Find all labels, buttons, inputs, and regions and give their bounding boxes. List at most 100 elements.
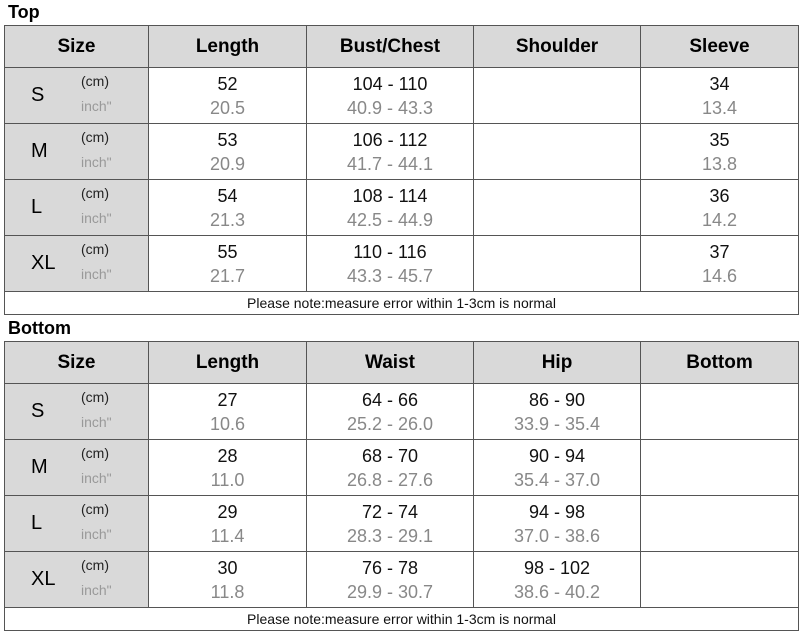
measurement-cell: 110 - 116 43.3 - 45.7 — [306, 235, 474, 292]
value-cm: 27 — [217, 389, 238, 410]
measurement-cell: 64 - 66 25.2 - 26.0 — [306, 383, 474, 440]
value-inch: 43.3 - 45.7 — [346, 265, 434, 286]
measurement-cell: 68 - 70 26.8 - 27.6 — [306, 439, 474, 496]
table-row: XL (cm) inch" 55 21.7 110 - 116 43.3 - 45.7 37 1… — [4, 235, 799, 292]
unit-inch-label: inch" — [81, 414, 112, 430]
measurement-cell: 29 11.4 — [148, 495, 307, 552]
value-inch: 13.8 — [701, 153, 738, 174]
value-inch: 14.2 — [701, 209, 738, 230]
unit-inch-label: inch" — [81, 582, 112, 598]
value-cm: 104 - 110 — [352, 73, 428, 94]
measurement-cell: 30 11.8 — [148, 551, 307, 608]
column-header: Bottom — [640, 341, 799, 384]
value-cm: 64 - 66 — [361, 389, 419, 410]
value-cm: 55 — [217, 241, 238, 262]
table-row: XL (cm) inch" 30 11.8 76 - 78 29.9 - 30.7 98 - … — [4, 551, 799, 608]
table-row: L (cm) inch" 54 21.3 108 - 114 42.5 - 44.9 36 14… — [4, 179, 799, 236]
value-cm: 34 — [709, 73, 730, 94]
value-cm: 108 - 114 — [352, 185, 428, 206]
value-inch: 20.9 — [209, 153, 246, 174]
top-section-title: Top — [8, 2, 40, 22]
value-cm: 94 - 98 — [528, 501, 586, 522]
header-row: Size Length Waist Hip Bottom — [4, 341, 799, 384]
value-inch: 26.8 - 27.6 — [346, 469, 434, 490]
measurement-cell: 90 - 94 35.4 - 37.0 — [473, 439, 641, 496]
value-cm: 52 — [217, 73, 238, 94]
value-inch: 40.9 - 43.3 — [346, 97, 434, 118]
value-cm: 98 - 102 — [523, 557, 591, 578]
measurement-cell — [473, 235, 641, 292]
size-cell: M (cm) inch" — [4, 439, 149, 496]
top-size-table: Size Length Bust/Chest Shoulder Sleeve S (cm) i… — [4, 25, 799, 315]
measurement-cell — [473, 123, 641, 180]
column-header: Shoulder — [473, 25, 641, 68]
unit-inch-label: inch" — [81, 154, 112, 170]
unit-cm-label: (cm) — [81, 557, 109, 573]
size-label: S — [31, 84, 45, 106]
size-label: S — [31, 400, 45, 422]
measurement-cell — [640, 383, 799, 440]
value-cm: 36 — [709, 185, 730, 206]
unit-inch-label: inch" — [81, 526, 112, 542]
table-row: S (cm) inch" 27 10.6 64 - 66 25.2 - 26.0 86 - 9… — [4, 383, 799, 440]
measurement-cell — [473, 179, 641, 236]
value-cm: 54 — [217, 185, 238, 206]
value-cm: 106 - 112 — [352, 129, 428, 150]
measurement-cell: 94 - 98 37.0 - 38.6 — [473, 495, 641, 552]
measurement-cell: 36 14.2 — [640, 179, 799, 236]
unit-cm-label: (cm) — [81, 185, 109, 201]
measurement-cell — [640, 495, 799, 552]
value-cm: 37 — [709, 241, 730, 262]
size-cell: XL (cm) inch" — [4, 235, 149, 292]
measurement-cell: 55 21.7 — [148, 235, 307, 292]
measurement-cell: 53 20.9 — [148, 123, 307, 180]
unit-inch-label: inch" — [81, 98, 112, 114]
value-cm: 29 — [217, 501, 238, 522]
column-header: Length — [148, 341, 307, 384]
value-inch: 11.4 — [210, 525, 245, 546]
measurement-cell: 106 - 112 41.7 - 44.1 — [306, 123, 474, 180]
measurement-cell: 37 14.6 — [640, 235, 799, 292]
measurement-cell — [640, 439, 799, 496]
measurement-cell: 34 13.4 — [640, 67, 799, 124]
bottom-section-title: Bottom — [8, 318, 71, 338]
table-row: M (cm) inch" 28 11.0 68 - 70 26.8 - 27.6 90 - 9… — [4, 439, 799, 496]
size-label: L — [31, 196, 43, 218]
value-inch: 41.7 - 44.1 — [346, 153, 434, 174]
value-cm: 72 - 74 — [361, 501, 419, 522]
column-header: Hip — [473, 341, 641, 384]
unit-cm-label: (cm) — [81, 73, 109, 89]
value-cm: 86 - 90 — [528, 389, 586, 410]
value-cm: 76 - 78 — [361, 557, 419, 578]
size-cell: L (cm) inch" — [4, 179, 149, 236]
value-inch: 29.9 - 30.7 — [346, 581, 434, 602]
size-cell: L (cm) inch" — [4, 495, 149, 552]
measurement-cell — [473, 67, 641, 124]
column-header: Sleeve — [640, 25, 799, 68]
value-cm: 30 — [217, 557, 238, 578]
value-cm: 68 - 70 — [361, 445, 419, 466]
measurement-cell — [640, 551, 799, 608]
size-label: M — [31, 456, 48, 478]
column-header: Waist — [306, 341, 474, 384]
size-cell: M (cm) inch" — [4, 123, 149, 180]
unit-inch-label: inch" — [81, 470, 112, 486]
value-cm: 28 — [217, 445, 238, 466]
value-cm: 53 — [217, 129, 238, 150]
size-label: L — [31, 512, 43, 534]
value-inch: 37.0 - 38.6 — [513, 525, 601, 546]
value-inch: 21.7 — [209, 265, 246, 286]
unit-inch-label: inch" — [81, 266, 112, 282]
measurement-cell: 52 20.5 — [148, 67, 307, 124]
unit-cm-label: (cm) — [81, 501, 109, 517]
measurement-cell: 28 11.0 — [148, 439, 307, 496]
table-row: S (cm) inch" 52 20.5 104 - 110 40.9 - 43.3 34 13… — [4, 67, 799, 124]
measurement-cell: 27 10.6 — [148, 383, 307, 440]
bottom-size-table: Size Length Waist Hip Bottom S (cm) inch" 27 10.6… — [4, 341, 799, 631]
value-inch: 13.4 — [701, 97, 738, 118]
value-inch: 11.8 — [210, 581, 245, 602]
size-label: XL — [31, 568, 56, 590]
note-row: Please note:measure error within 1-3cm i… — [4, 291, 799, 315]
value-inch: 42.5 - 44.9 — [346, 209, 434, 230]
value-inch: 20.5 — [209, 97, 246, 118]
